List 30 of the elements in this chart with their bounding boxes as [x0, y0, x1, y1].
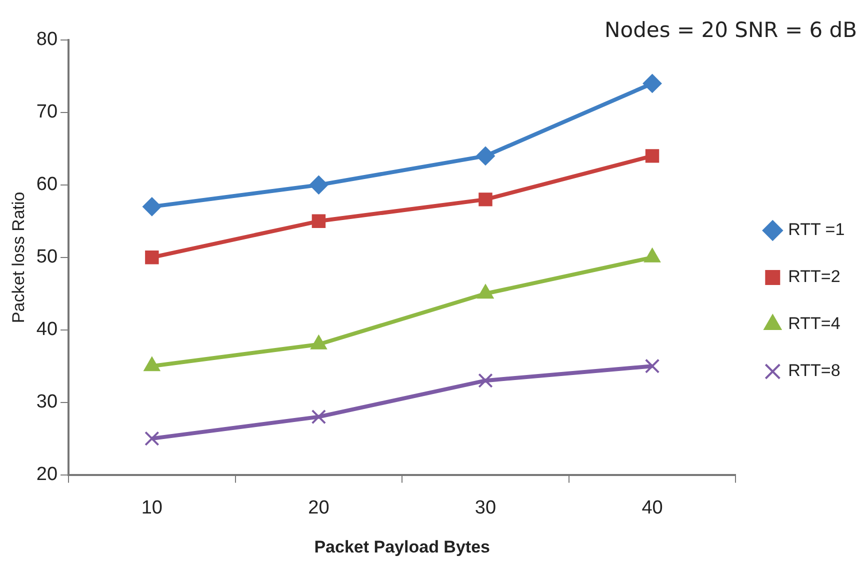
- y-tick-label: 60: [36, 174, 58, 196]
- x-axis-title: Packet Payload Bytes: [314, 537, 490, 556]
- x-tick-label: 20: [308, 497, 330, 518]
- point: [478, 373, 493, 388]
- point: [312, 214, 326, 228]
- annotation: Nodes = 20 SNR = 6 dB: [604, 18, 857, 42]
- point: [142, 197, 162, 216]
- point: [311, 409, 326, 424]
- point: [645, 149, 660, 163]
- point: [478, 192, 492, 206]
- y-axis-title: Packet loss Ratio: [8, 192, 28, 324]
- point: [644, 358, 660, 374]
- legend-label: RTT=8: [788, 361, 840, 380]
- point: [309, 175, 328, 194]
- point: [145, 250, 159, 264]
- y-tick-label: 70: [36, 102, 58, 123]
- legend-label: RTT =1: [788, 220, 845, 240]
- legend-label: RTT=2: [788, 267, 840, 286]
- y-tick-label: 30: [36, 392, 58, 413]
- y-tick-label: 80: [36, 29, 58, 50]
- x-tick-label: 10: [141, 497, 162, 518]
- y-tick-label: 20: [36, 464, 58, 486]
- point: [476, 146, 495, 166]
- legend-label: RTT=4: [788, 314, 840, 334]
- point: [642, 74, 662, 93]
- point: [144, 431, 160, 446]
- y-tick-label: 40: [36, 319, 58, 340]
- x-tick-label: 30: [474, 497, 496, 518]
- y-tick-label: 50: [36, 246, 58, 268]
- x-tick-label: 40: [642, 497, 663, 518]
